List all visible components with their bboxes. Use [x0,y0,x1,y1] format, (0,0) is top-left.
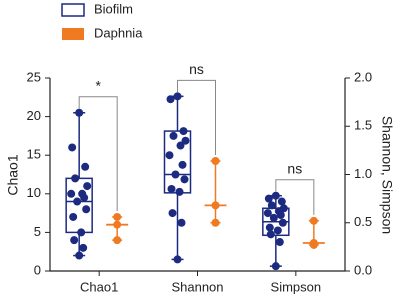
data-point [73,197,82,206]
data-point [71,174,80,183]
y2-tick-label: 2.0 [354,69,372,84]
data-point [68,143,77,152]
y2-tick-label: 0.5 [354,214,372,229]
data-point [181,136,190,145]
data-point [178,160,187,169]
data-point [179,127,188,136]
data-point [271,262,280,271]
data-point [173,255,182,264]
data-point [264,194,273,203]
y-tick-label: 25 [27,69,41,84]
data-point [277,197,286,206]
data-point [273,226,282,235]
data-point [271,191,280,200]
y2-axis-title: Shannon, Simpson [379,116,395,234]
data-point [113,212,122,221]
data-point [113,220,122,229]
data-point [276,211,285,220]
significance-bracket [177,79,216,155]
y-tick-label: 5 [34,224,41,239]
data-point [81,162,90,171]
significance-label: ns [189,61,204,77]
data-point [211,156,220,165]
data-point [70,236,79,245]
data-point [171,170,180,179]
data-point [69,212,78,221]
data-point [113,236,122,245]
legend-swatch [62,28,84,40]
data-point [80,193,89,202]
data-point [176,141,185,150]
y-tick-label: 20 [27,108,41,123]
data-point [82,205,91,214]
data-point [173,92,182,101]
data-point [275,238,284,247]
significance-bracket [275,179,315,215]
y2-tick-label: 1.5 [354,118,372,133]
y-axis-title: Chao1 [5,154,21,195]
data-point [177,218,186,227]
significance-label: * [95,77,101,93]
data-point [83,182,92,191]
data-point [168,209,177,218]
data-point [269,213,278,222]
x-tick-label: Simpson [271,279,322,294]
data-point [167,184,176,193]
data-point [267,201,276,210]
data-point [211,201,220,210]
significance-bracket [78,96,118,211]
data-point [175,187,184,196]
data-point [309,240,318,249]
x-tick-label: Shannon [171,279,223,294]
data-point [265,223,274,232]
legend-swatch [61,3,85,17]
data-point [266,230,275,239]
data-point [67,189,76,198]
data-point [165,151,174,160]
y-tick-label: 0 [34,262,41,277]
data-point [79,243,88,252]
y-tick-label: 15 [27,147,41,162]
data-point [75,108,84,117]
data-point [211,218,220,227]
y2-tick-label: 0.0 [354,262,372,277]
data-point [75,251,84,260]
data-point [278,218,287,227]
data-point [263,209,272,218]
data-point [309,216,318,225]
legend-label: Biofilm [94,1,133,16]
data-point [169,131,178,140]
legend-label: Daphnia [94,25,143,40]
data-point [180,175,189,184]
data-point [166,95,175,104]
y-tick-label: 10 [27,185,41,200]
y2-tick-label: 1.0 [354,166,372,181]
x-tick-label: Chao1 [80,279,118,294]
data-point [77,228,86,237]
significance-label: ns [287,160,302,176]
